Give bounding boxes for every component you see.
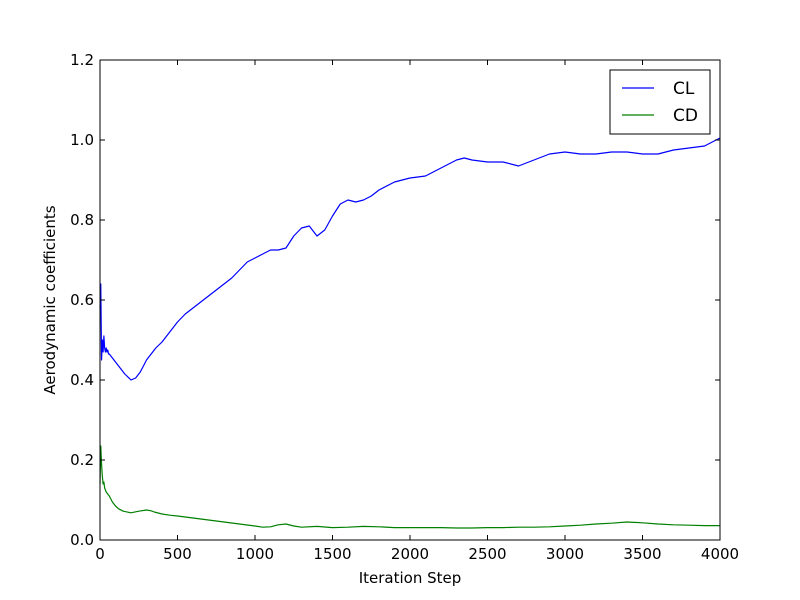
x-tick-label: 4000 xyxy=(701,545,739,563)
x-tick-label: 500 xyxy=(163,545,192,563)
y-tick-label: 0.4 xyxy=(70,371,94,389)
y-tick-label: 1.2 xyxy=(70,51,94,69)
y-axis-label: Aerodynamic coefficients xyxy=(41,205,59,394)
x-tick-label: 3500 xyxy=(623,545,661,563)
x-tick-label: 2500 xyxy=(468,545,506,563)
x-tick-label: 1000 xyxy=(236,545,274,563)
legend-label-cd: CD xyxy=(673,106,698,126)
y-axis-ticks: 0.0 0.2 0.4 0.6 0.8 1.0 1.2 xyxy=(70,51,720,549)
x-tick-label: 1500 xyxy=(313,545,351,563)
legend: CL CD xyxy=(609,69,711,135)
y-tick-label: 0.0 xyxy=(70,531,94,549)
y-tick-label: 0.6 xyxy=(70,291,94,309)
x-axis-label: Iteration Step xyxy=(359,569,462,587)
series-line-cl xyxy=(99,137,721,381)
x-tick-label: 0 xyxy=(95,545,105,563)
x-tick-label: 3000 xyxy=(546,545,584,563)
series-layer xyxy=(99,137,721,529)
x-axis-ticks: 0 500 1000 1500 2000 2500 3000 3500 4000 xyxy=(95,60,739,563)
x-tick-label: 2000 xyxy=(391,545,429,563)
legend-box xyxy=(609,69,711,135)
legend-label-cl: CL xyxy=(673,79,695,99)
y-tick-label: 1.0 xyxy=(70,131,94,149)
y-tick-label: 0.2 xyxy=(70,451,94,469)
y-tick-label: 0.8 xyxy=(70,211,94,229)
series-line-cd xyxy=(99,445,720,529)
